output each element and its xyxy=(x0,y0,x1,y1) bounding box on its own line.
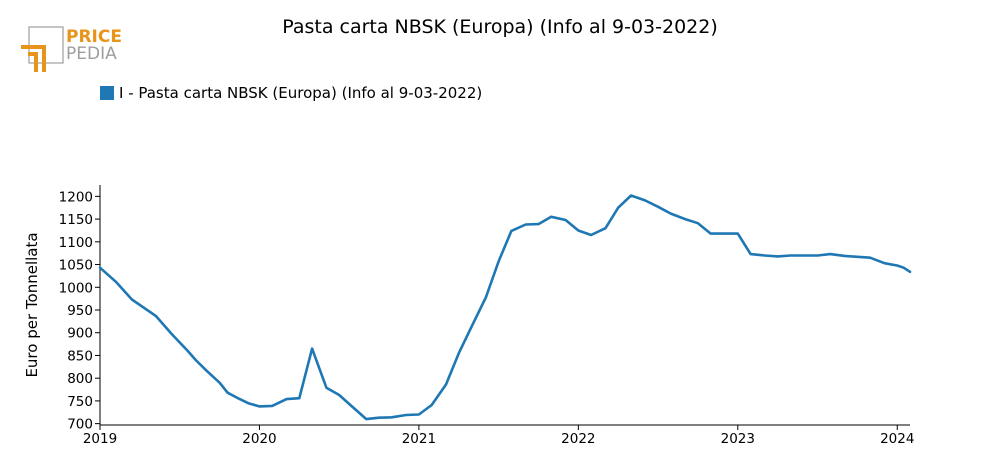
data-point[interactable] xyxy=(616,205,621,210)
y-tick-label: 950 xyxy=(67,303,93,319)
data-point[interactable] xyxy=(536,222,541,227)
data-point[interactable] xyxy=(324,385,329,390)
x-tick-label: 2023 xyxy=(721,431,755,447)
data-point[interactable] xyxy=(802,253,807,258)
x-tick-label: 2022 xyxy=(561,431,595,447)
data-point[interactable] xyxy=(169,332,174,337)
data-point[interactable] xyxy=(708,231,713,236)
data-point[interactable] xyxy=(364,417,369,422)
data-point[interactable] xyxy=(456,351,461,356)
data-point[interactable] xyxy=(828,252,833,257)
series-line[interactable] xyxy=(98,194,912,421)
data-point[interactable] xyxy=(868,255,873,260)
y-tick-label: 1050 xyxy=(59,258,93,274)
y-tick-label: 750 xyxy=(67,394,93,410)
data-point[interactable] xyxy=(389,415,394,420)
legend-label: I - Pasta carta NBSK (Europa) (Info al 9… xyxy=(119,84,483,102)
data-point[interactable] xyxy=(217,380,222,385)
data-point[interactable] xyxy=(908,269,913,274)
data-point[interactable] xyxy=(113,279,118,284)
x-tick-label: 2019 xyxy=(83,431,117,447)
data-point[interactable] xyxy=(310,346,315,351)
data-point[interactable] xyxy=(842,253,847,258)
x-axis: 2019 2020 2021 2022 2023 2024 xyxy=(83,424,914,447)
data-point[interactable] xyxy=(297,396,302,401)
data-point[interactable] xyxy=(225,390,230,395)
data-point[interactable] xyxy=(469,324,474,329)
data-point[interactable] xyxy=(668,211,673,216)
data-point[interactable] xyxy=(603,226,608,231)
data-point[interactable] xyxy=(404,413,409,418)
data-point[interactable] xyxy=(643,198,648,203)
data-point[interactable] xyxy=(683,217,688,222)
legend[interactable]: I - Pasta carta NBSK (Europa) (Info al 9… xyxy=(100,83,482,103)
data-point[interactable] xyxy=(629,193,634,198)
y-tick-label: 900 xyxy=(67,326,93,342)
y-tick-label: 800 xyxy=(67,371,93,387)
series-layer xyxy=(98,193,913,422)
data-point[interactable] xyxy=(563,218,568,223)
data-point[interactable] xyxy=(429,403,434,408)
data-point[interactable] xyxy=(193,358,198,363)
data-point[interactable] xyxy=(129,297,134,302)
x-tick-label: 2021 xyxy=(402,431,436,447)
data-point[interactable] xyxy=(882,261,887,266)
legend-swatch xyxy=(100,86,114,100)
y-tick-label: 1000 xyxy=(59,280,93,296)
x-tick-label: 2024 xyxy=(880,431,914,447)
data-point[interactable] xyxy=(815,253,820,258)
data-point[interactable] xyxy=(748,252,753,257)
data-point[interactable] xyxy=(509,228,514,233)
y-axis: 700 750 800 850 900 950 1000 1050 1100 1150 1200 xyxy=(59,185,101,433)
pricepedia-logo: PRICE PEDIA xyxy=(21,26,122,72)
y-tick-label: 700 xyxy=(67,417,93,433)
data-point[interactable] xyxy=(483,295,488,300)
data-point[interactable] xyxy=(416,412,421,417)
y-tick-label: 1200 xyxy=(59,189,93,205)
data-point[interactable] xyxy=(444,382,449,387)
chart-title: Pasta carta NBSK (Europa) (Info al 9-03-… xyxy=(282,16,718,38)
y-tick-label: 1150 xyxy=(59,212,93,228)
data-point[interactable] xyxy=(153,313,158,318)
data-point[interactable] xyxy=(377,415,382,420)
logo-text-pedia: PEDIA xyxy=(66,44,117,64)
data-point[interactable] xyxy=(257,404,262,409)
logo-bracket-outer-shape xyxy=(21,45,46,72)
data-point[interactable] xyxy=(775,254,780,259)
data-point[interactable] xyxy=(576,228,581,233)
data-point[interactable] xyxy=(204,368,209,373)
data-point[interactable] xyxy=(589,233,594,238)
logo-bracket-inner-shape xyxy=(28,52,38,72)
data-point[interactable] xyxy=(523,222,528,227)
data-point[interactable] xyxy=(723,231,728,236)
data-point[interactable] xyxy=(284,397,289,402)
data-point[interactable] xyxy=(788,253,793,258)
data-point[interactable] xyxy=(549,214,554,219)
y-tick-label: 1100 xyxy=(59,235,93,251)
data-point[interactable] xyxy=(246,401,251,406)
y-tick-label: 850 xyxy=(67,348,93,364)
data-point[interactable] xyxy=(762,253,767,258)
data-point[interactable] xyxy=(270,403,275,408)
logo-text-price: PRICE xyxy=(66,27,122,47)
data-point[interactable] xyxy=(496,259,501,264)
data-point[interactable] xyxy=(656,204,661,209)
data-point[interactable] xyxy=(349,404,354,409)
data-point[interactable] xyxy=(236,396,241,401)
data-point[interactable] xyxy=(337,393,342,398)
data-point[interactable] xyxy=(735,231,740,236)
data-point[interactable] xyxy=(895,263,900,268)
data-point[interactable] xyxy=(98,265,103,270)
data-point[interactable] xyxy=(901,265,906,270)
data-point[interactable] xyxy=(185,348,190,353)
data-point[interactable] xyxy=(855,254,860,259)
x-tick-label: 2020 xyxy=(242,431,276,447)
data-point[interactable] xyxy=(695,221,700,226)
